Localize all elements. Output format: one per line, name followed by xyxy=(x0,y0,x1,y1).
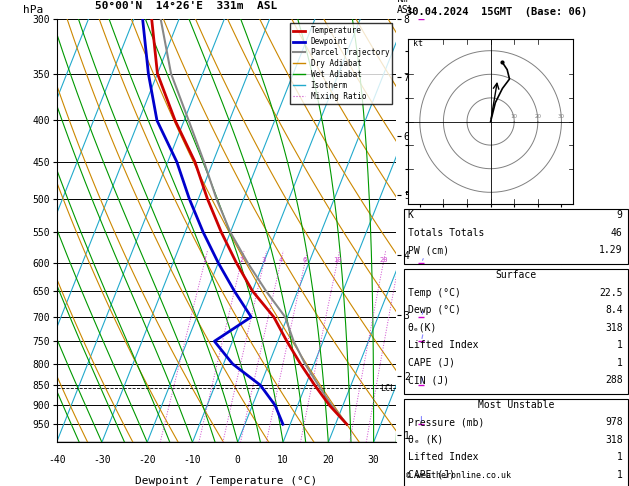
Text: 1: 1 xyxy=(617,358,623,368)
Text: -20: -20 xyxy=(138,455,156,465)
Text: 6: 6 xyxy=(303,257,307,263)
Text: 10: 10 xyxy=(333,257,342,263)
Text: θₑ (K): θₑ (K) xyxy=(408,435,443,445)
Text: Dewp (°C): Dewp (°C) xyxy=(408,305,460,315)
Text: PW (cm): PW (cm) xyxy=(408,245,448,256)
Text: Lifted Index: Lifted Index xyxy=(408,452,478,463)
Text: 318: 318 xyxy=(605,435,623,445)
Text: km
ASL: km ASL xyxy=(397,0,415,15)
Text: CAPE (J): CAPE (J) xyxy=(408,358,455,368)
Text: 50°00'N  14°26'E  331m  ASL: 50°00'N 14°26'E 331m ASL xyxy=(94,1,277,11)
Text: 3: 3 xyxy=(262,257,266,263)
Text: K: K xyxy=(408,210,413,221)
Text: 978: 978 xyxy=(605,417,623,428)
Text: 1: 1 xyxy=(617,340,623,350)
Text: 288: 288 xyxy=(605,375,623,385)
Text: 8.4: 8.4 xyxy=(605,305,623,315)
Text: 318: 318 xyxy=(605,323,623,333)
Text: 1: 1 xyxy=(617,470,623,480)
Text: kt: kt xyxy=(413,39,423,48)
Text: -10: -10 xyxy=(184,455,201,465)
Text: 4: 4 xyxy=(279,257,282,263)
Text: 20: 20 xyxy=(534,114,542,119)
Text: Temp (°C): Temp (°C) xyxy=(408,288,460,298)
Text: 1.29: 1.29 xyxy=(599,245,623,256)
Text: © weatheronline.co.uk: © weatheronline.co.uk xyxy=(406,471,511,480)
Text: θₑ(K): θₑ(K) xyxy=(408,323,437,333)
Text: LCL: LCL xyxy=(380,384,395,393)
Text: Surface: Surface xyxy=(495,270,537,280)
Text: 10: 10 xyxy=(511,114,518,119)
Text: 20: 20 xyxy=(323,455,334,465)
Text: 20: 20 xyxy=(379,257,387,263)
Text: 9: 9 xyxy=(617,210,623,221)
Text: -30: -30 xyxy=(93,455,111,465)
Text: 22.5: 22.5 xyxy=(599,288,623,298)
Text: 46: 46 xyxy=(611,228,623,238)
Text: Most Unstable: Most Unstable xyxy=(477,400,554,410)
Text: CIN (J): CIN (J) xyxy=(408,375,448,385)
Text: 30: 30 xyxy=(558,114,565,119)
Text: 1: 1 xyxy=(617,452,623,463)
Text: Pressure (mb): Pressure (mb) xyxy=(408,417,484,428)
Text: Totals Totals: Totals Totals xyxy=(408,228,484,238)
Text: 30: 30 xyxy=(368,455,379,465)
Legend: Temperature, Dewpoint, Parcel Trajectory, Dry Adiabat, Wet Adiabat, Isotherm, Mi: Temperature, Dewpoint, Parcel Trajectory… xyxy=(290,23,392,104)
Text: hPa: hPa xyxy=(23,5,43,15)
Text: 10: 10 xyxy=(277,455,289,465)
Text: 2: 2 xyxy=(239,257,243,263)
Text: CAPE (J): CAPE (J) xyxy=(408,470,455,480)
Text: 0: 0 xyxy=(235,455,241,465)
Text: Dewpoint / Temperature (°C): Dewpoint / Temperature (°C) xyxy=(135,476,318,486)
Text: 30.04.2024  15GMT  (Base: 06): 30.04.2024 15GMT (Base: 06) xyxy=(406,7,587,17)
Text: -40: -40 xyxy=(48,455,65,465)
Text: Lifted Index: Lifted Index xyxy=(408,340,478,350)
Text: 1: 1 xyxy=(203,257,206,263)
